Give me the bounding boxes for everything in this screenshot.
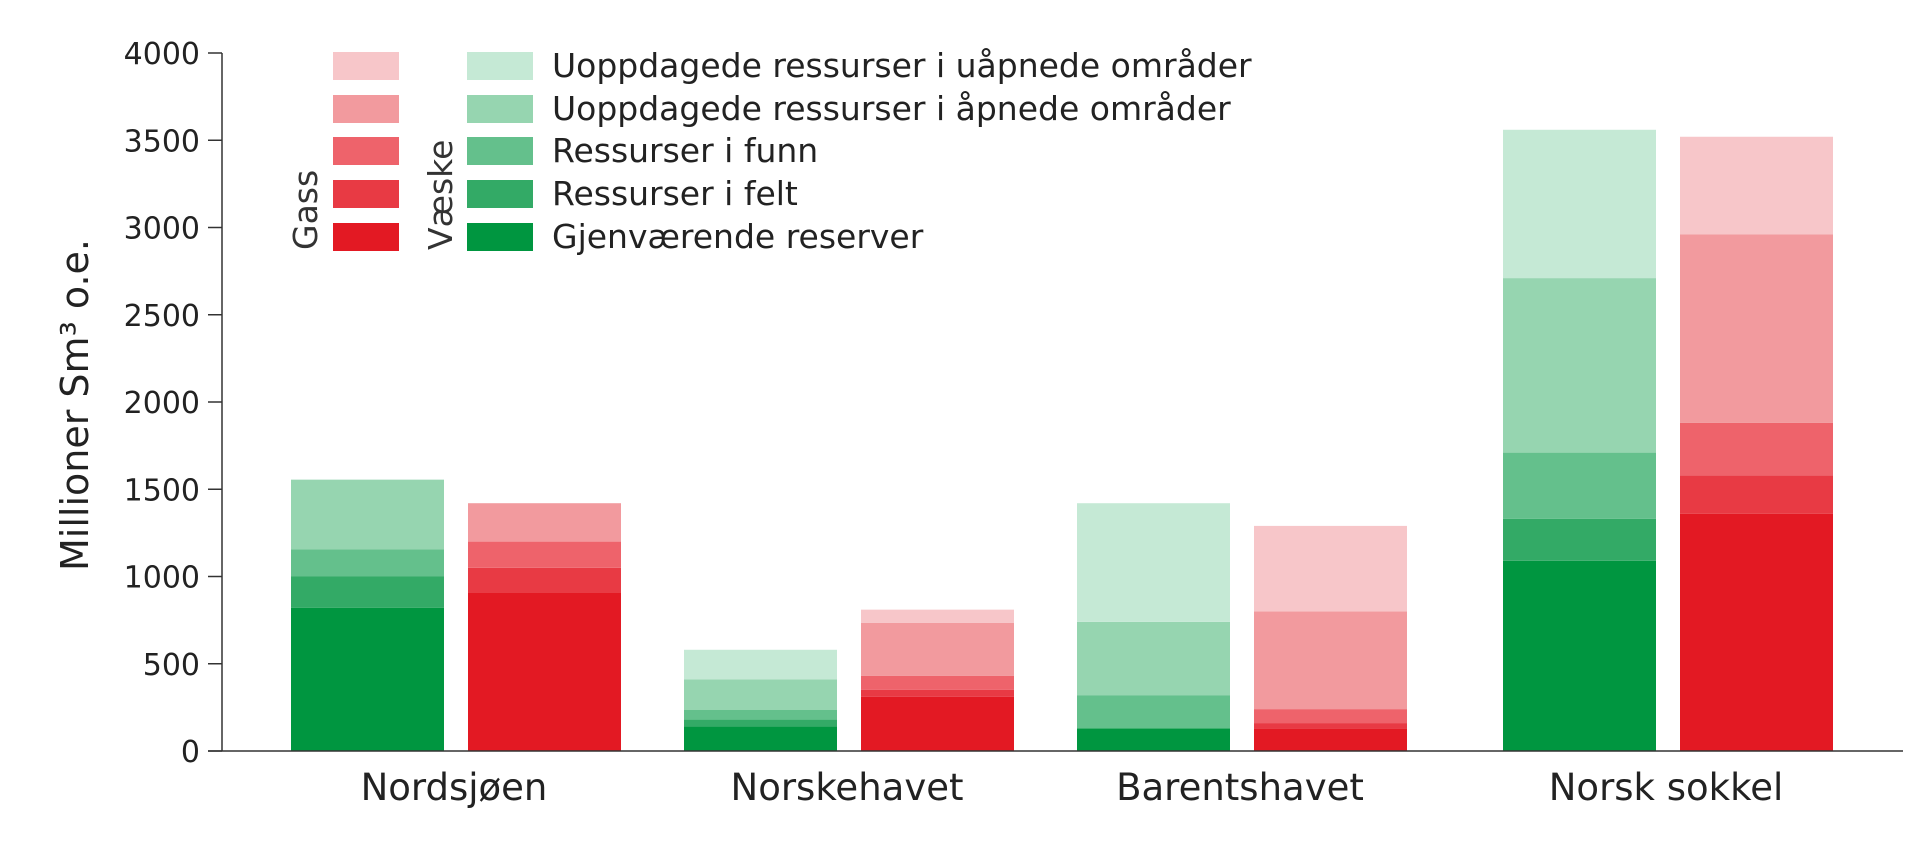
bar-gass-barentshavet-ressurser-i-felt [1254, 723, 1407, 729]
bar-gass-norskehavet-gjenvaerende-reserver [861, 696, 1014, 751]
bar-vaeske-norskehavet-ressurser-i-funn [684, 709, 837, 720]
bar-gass-barentshavet-uoppdagede-ressurser-i-uapnede-omrader [1254, 525, 1407, 612]
bar-vaeske-norsk-sokkel-uoppdagede-ressurser-i-uapnede-omrader [1503, 129, 1656, 279]
bar-gass-norskehavet-ressurser-i-funn [861, 675, 1014, 690]
y-tick-label-1000: 1000 [124, 561, 200, 596]
y-tick-label-2000: 2000 [124, 386, 200, 421]
legend-group-label-gass: Gass [286, 170, 325, 250]
y-tick-label-3500: 3500 [124, 124, 200, 159]
legend-swatch-vaeske-uoppdagede-ressurser-i-uapnede-omrader [467, 52, 533, 80]
bar-gass-norsk-sokkel-gjenvaerende-reserver [1680, 513, 1833, 751]
legend-label-ressurser-i-felt: Ressurser i felt [552, 174, 798, 213]
bar-gass-norsk-sokkel-ressurser-i-felt [1680, 475, 1833, 514]
y-tick-label-2500: 2500 [124, 299, 200, 334]
axes-layer: 0 500 1000 1500 2000 2500 3000 3500 4000 Nordsjøe… [124, 37, 1903, 809]
bar-vaeske-norsk-sokkel-ressurser-i-felt [1503, 518, 1656, 561]
bar-gass-nordsjoen-gjenvaerende-reserver [468, 592, 621, 751]
bar-vaeske-norskehavet-ressurser-i-felt [684, 719, 837, 727]
bar-vaeske-nordsjoen-uoppdagede-ressurser-i-apnede-omrader [291, 479, 444, 550]
bar-vaeske-barentshavet-gjenvaerende-reserver [1077, 728, 1230, 751]
bar-vaeske-barentshavet-ressurser-i-funn [1077, 695, 1230, 729]
bar-gass-nordsjoen-uoppdagede-ressurser-i-apnede-omrader [468, 503, 621, 542]
bar-gass-nordsjoen-ressurser-i-funn [468, 541, 621, 568]
bar-gass-norskehavet-uoppdagede-ressurser-i-apnede-omrader [861, 622, 1014, 676]
legend-swatch-gass-gjenvaerende-reserver [333, 223, 399, 251]
legend-swatch-gass-uoppdagede-ressurser-i-uapnede-omrader [333, 52, 399, 80]
legend-swatch-vaeske-uoppdagede-ressurser-i-apnede-omrader [467, 95, 533, 123]
legend-swatch-gass-ressurser-i-felt [333, 180, 399, 208]
x-category-label-barentshavet: Barentshavet [1116, 766, 1364, 809]
bar-gass-norskehavet-ressurser-i-felt [861, 689, 1014, 697]
bar-vaeske-nordsjoen-ressurser-i-felt [291, 576, 444, 608]
bar-vaeske-norsk-sokkel-gjenvaerende-reserver [1503, 560, 1656, 751]
legend-label-uoppdagede-ressurser-i-apnede-omrader: Uoppdagede ressurser i åpnede områder [552, 89, 1231, 128]
legend-swatch-vaeske-ressurser-i-felt [467, 180, 533, 208]
bar-vaeske-norskehavet-uoppdagede-ressurser-i-uapnede-omrader [684, 649, 837, 680]
legend-label-gjenvaerende-reserver: Gjenværende reserver [552, 217, 924, 256]
legend-swatch-vaeske-ressurser-i-funn [467, 137, 533, 165]
bar-gass-barentshavet-uoppdagede-ressurser-i-apnede-omrader [1254, 611, 1407, 710]
y-tick-label-0: 0 [181, 735, 200, 770]
y-tick-label-500: 500 [143, 648, 200, 683]
bar-vaeske-barentshavet-uoppdagede-ressurser-i-uapnede-omrader [1077, 503, 1230, 622]
bar-gass-barentshavet-gjenvaerende-reserver [1254, 728, 1407, 751]
bar-vaeske-norskehavet-gjenvaerende-reserver [684, 726, 837, 751]
bar-gass-nordsjoen-ressurser-i-felt [468, 567, 621, 593]
x-category-label-norskehavet: Norskehavet [731, 766, 964, 809]
x-category-label-nordsjoen: Nordsjøen [361, 766, 548, 809]
legend-group-label-vaeske: Væske [421, 140, 460, 250]
bar-vaeske-norsk-sokkel-uoppdagede-ressurser-i-apnede-omrader [1503, 278, 1656, 453]
legend-label-uoppdagede-ressurser-i-uapnede-omrader: Uoppdagede ressurser i uåpnede områder [552, 46, 1252, 85]
legend-swatch-vaeske-gjenvaerende-reserver [467, 223, 533, 251]
y-axis-title: Millioner Sm³ o.e. [53, 239, 97, 571]
bar-vaeske-norskehavet-uoppdagede-ressurser-i-apnede-omrader [684, 679, 837, 710]
bar-vaeske-norsk-sokkel-ressurser-i-funn [1503, 452, 1656, 519]
y-tick-label-3000: 3000 [124, 212, 200, 247]
legend-label-ressurser-i-funn: Ressurser i funn [552, 131, 818, 170]
bar-gass-norsk-sokkel-ressurser-i-funn [1680, 422, 1833, 476]
bar-vaeske-nordsjoen-gjenvaerende-reserver [291, 607, 444, 751]
bar-gass-norsk-sokkel-uoppdagede-ressurser-i-apnede-omrader [1680, 234, 1833, 423]
y-tick-label-4000: 4000 [124, 37, 200, 72]
bar-vaeske-nordsjoen-ressurser-i-funn [291, 549, 444, 577]
y-tick-label-1500: 1500 [124, 473, 200, 508]
bar-vaeske-barentshavet-uoppdagede-ressurser-i-apnede-omrader [1077, 621, 1230, 696]
bars-layer [291, 129, 1833, 751]
bar-gass-barentshavet-ressurser-i-funn [1254, 709, 1407, 724]
legend-swatch-gass-uoppdagede-ressurser-i-apnede-omrader [333, 95, 399, 123]
bar-gass-norsk-sokkel-uoppdagede-ressurser-i-uapnede-omrader [1680, 136, 1833, 235]
x-category-label-norsk-sokkel: Norsk sokkel [1549, 766, 1783, 809]
bar-gass-norskehavet-uoppdagede-ressurser-i-uapnede-omrader [861, 609, 1014, 623]
legend: Uoppdagede ressurser i uåpnede områder Uo… [286, 46, 1252, 256]
legend-swatch-gass-ressurser-i-funn [333, 137, 399, 165]
